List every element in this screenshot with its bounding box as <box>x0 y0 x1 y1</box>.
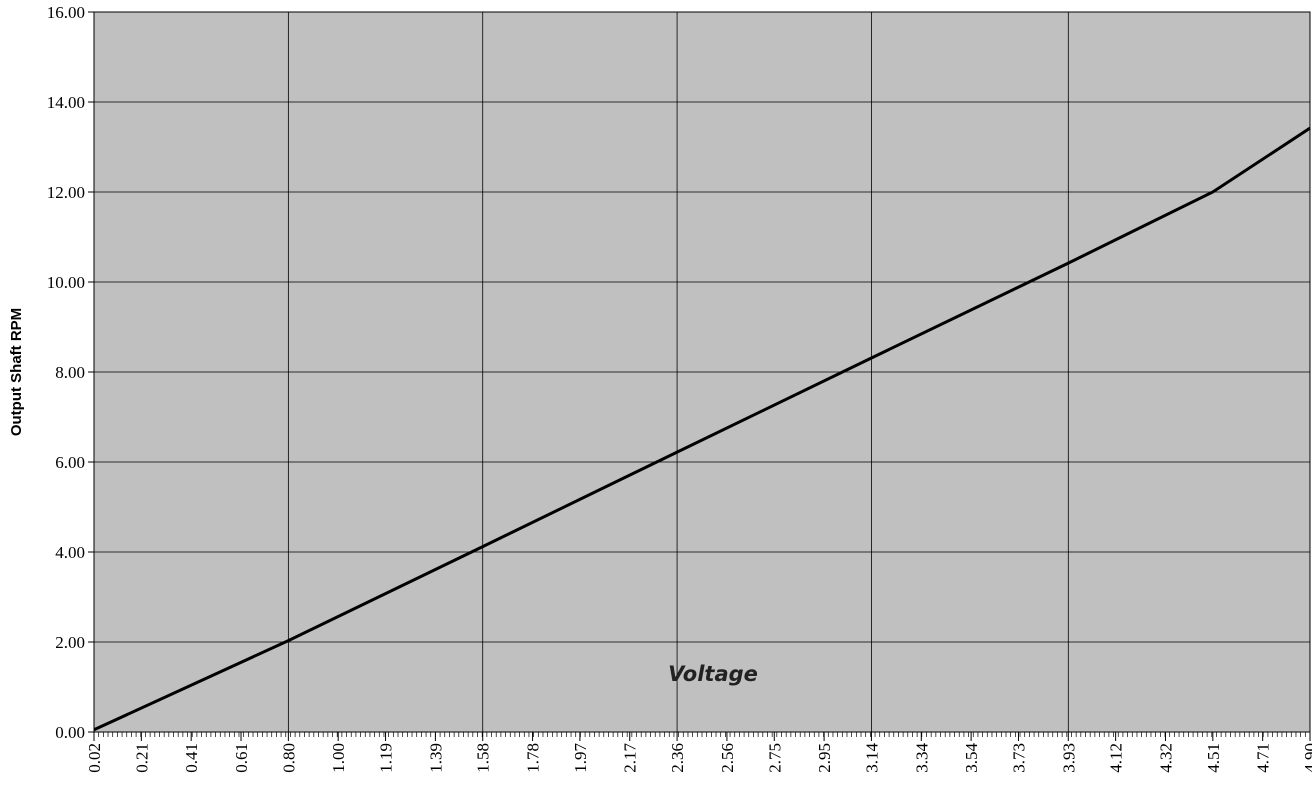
x-tick-label: 1.58 <box>474 743 493 773</box>
x-tick-label: 1.19 <box>377 743 396 773</box>
x-tick-label: 4.71 <box>1254 743 1273 773</box>
x-tick-label: 1.78 <box>524 743 543 773</box>
y-tick-label: 8.00 <box>55 363 85 382</box>
x-tick-label: 3.34 <box>912 743 931 773</box>
x-tick-label: 0.61 <box>232 743 251 773</box>
y-axis-label: Output Shaft RPM <box>8 308 25 436</box>
x-tick-label: 1.00 <box>329 743 348 773</box>
x-tick-label: 4.51 <box>1204 743 1223 773</box>
x-tick-label: 3.93 <box>1059 743 1078 773</box>
y-tick-label: 2.00 <box>55 633 85 652</box>
y-tick-label: 14.00 <box>47 93 85 112</box>
x-tick-label: 2.36 <box>668 743 687 773</box>
x-tick-label: 4.32 <box>1156 743 1175 773</box>
y-tick-label: 12.00 <box>47 183 85 202</box>
y-tick-label: 10.00 <box>47 273 85 292</box>
x-tick-label: 1.97 <box>571 743 590 773</box>
x-tick-label: 2.17 <box>621 743 640 773</box>
x-tick-label: 3.73 <box>1009 743 1028 773</box>
x-tick-label: 2.56 <box>718 743 737 773</box>
x-tick-label: 3.14 <box>862 743 881 773</box>
x-tick-label: 0.41 <box>182 743 201 773</box>
x-tick-label: 0.21 <box>132 743 151 773</box>
x-tick-label: 2.75 <box>765 743 784 773</box>
series-line <box>93 126 1311 732</box>
y-tick-label: 0.00 <box>55 723 85 742</box>
x-tick-label: 0.02 <box>85 743 104 773</box>
x-tick-label: 1.39 <box>426 743 445 773</box>
x-tick-label: 4.12 <box>1107 743 1126 773</box>
x-tick-label: 2.95 <box>815 743 834 773</box>
x-tick-label: 4.90 <box>1301 743 1312 773</box>
y-tick-label: 4.00 <box>55 543 85 562</box>
x-axis-label: Voltage <box>668 662 758 686</box>
x-tick-label: 3.54 <box>962 743 981 773</box>
y-tick-label: 6.00 <box>55 453 85 472</box>
x-tick-label: 0.80 <box>279 743 298 773</box>
y-tick-label: 16.00 <box>47 3 85 22</box>
